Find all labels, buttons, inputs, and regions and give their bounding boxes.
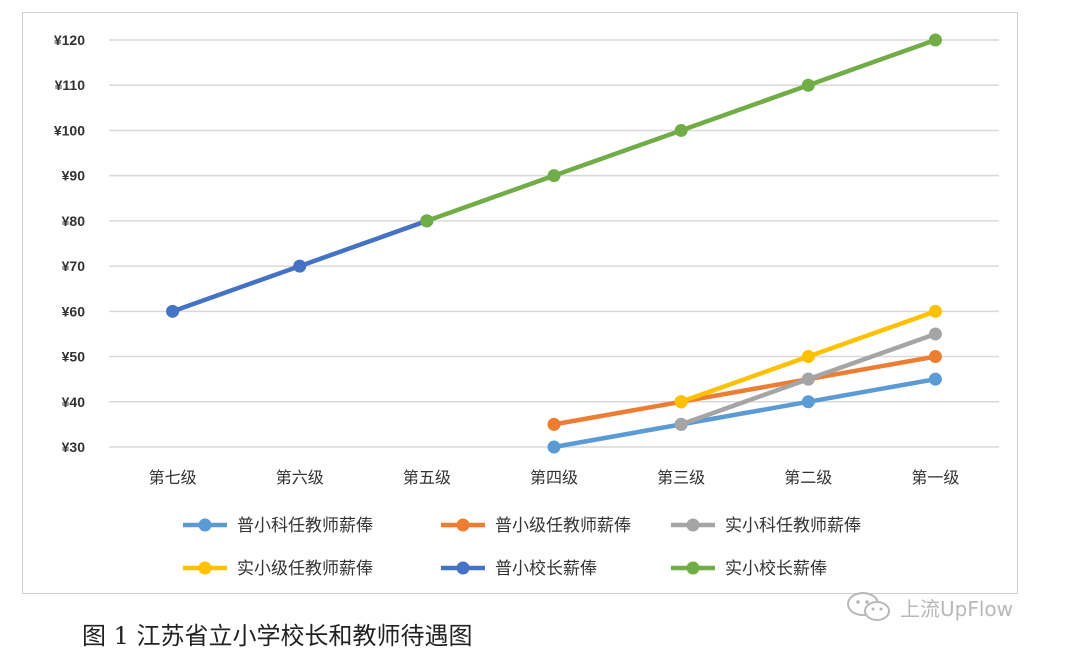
- x-tick-label: 第三级: [657, 468, 705, 487]
- series-line: [551, 354, 938, 427]
- y-tick-label: ¥40: [62, 394, 86, 410]
- chart-area: ¥30 ¥40 ¥50 ¥60 ¥70 ¥80 ¥90 ¥100 ¥110 ¥120 第七级 第六级 第…: [22, 12, 1018, 594]
- legend-label: 实小科任教师薪俸: [725, 516, 861, 536]
- data-point: [547, 169, 561, 183]
- y-tick-label: ¥50: [62, 349, 86, 365]
- watermark-text: 上流UpFlow: [900, 596, 1013, 621]
- watermark: 上流UpFlow: [846, 590, 1013, 624]
- legend-label: 实小校长薪俸: [725, 559, 827, 579]
- y-tick-label: ¥110: [55, 77, 86, 93]
- series-line: [551, 376, 938, 450]
- legend-label: 普小级任教师薪俸: [495, 516, 631, 536]
- data-point: [928, 327, 942, 341]
- y-tick-label: ¥30: [62, 439, 86, 455]
- data-point: [420, 214, 434, 228]
- x-tick-label: 第四级: [530, 468, 578, 487]
- legend-label: 实小级任教师薪俸: [237, 559, 373, 579]
- data-point: [293, 259, 307, 273]
- data-point: [801, 372, 815, 386]
- data-point: [801, 78, 815, 92]
- legend-swatch-marker: [198, 518, 212, 532]
- x-tick-label: 第一级: [911, 468, 959, 487]
- y-tick-label: ¥70: [62, 258, 86, 274]
- data-point: [674, 123, 688, 137]
- wechat-icon: [847, 592, 890, 621]
- data-point: [547, 440, 561, 454]
- data-point: [928, 350, 942, 364]
- data-point: [674, 395, 688, 409]
- legend-label: 普小校长薪俸: [495, 559, 597, 579]
- x-tick-label: 第六级: [276, 468, 324, 487]
- y-tick-label: ¥80: [62, 213, 86, 229]
- data-point: [928, 372, 942, 386]
- data-point: [928, 304, 942, 318]
- y-tick-label: ¥90: [62, 168, 86, 184]
- figure-caption: 图 1 江苏省立小学校长和教师待遇图: [82, 622, 473, 650]
- legend-swatch-marker: [198, 561, 212, 575]
- x-tick-label: 第二级: [784, 468, 832, 487]
- data-point: [547, 417, 561, 431]
- data-point: [674, 417, 688, 431]
- data-point: [166, 304, 180, 318]
- x-tick-label: 第七级: [149, 468, 197, 487]
- y-tick-label: ¥60: [62, 303, 86, 319]
- data-point: [801, 350, 815, 364]
- legend-swatch-marker: [456, 518, 470, 532]
- x-tick-label: 第五级: [403, 468, 451, 487]
- legend-swatch-marker: [686, 518, 700, 532]
- legend-swatch-marker: [686, 561, 700, 575]
- line-chart: ¥30 ¥40 ¥50 ¥60 ¥70 ¥80 ¥90 ¥100 ¥110 ¥120 第七级 第六级 第…: [54, 32, 999, 579]
- data-point: [928, 33, 942, 47]
- data-point: [801, 395, 815, 409]
- legend-swatch-marker: [456, 561, 470, 575]
- legend-label: 普小科任教师薪俸: [237, 516, 373, 536]
- y-tick-label: ¥100: [54, 122, 85, 138]
- y-tick-label: ¥120: [54, 32, 85, 48]
